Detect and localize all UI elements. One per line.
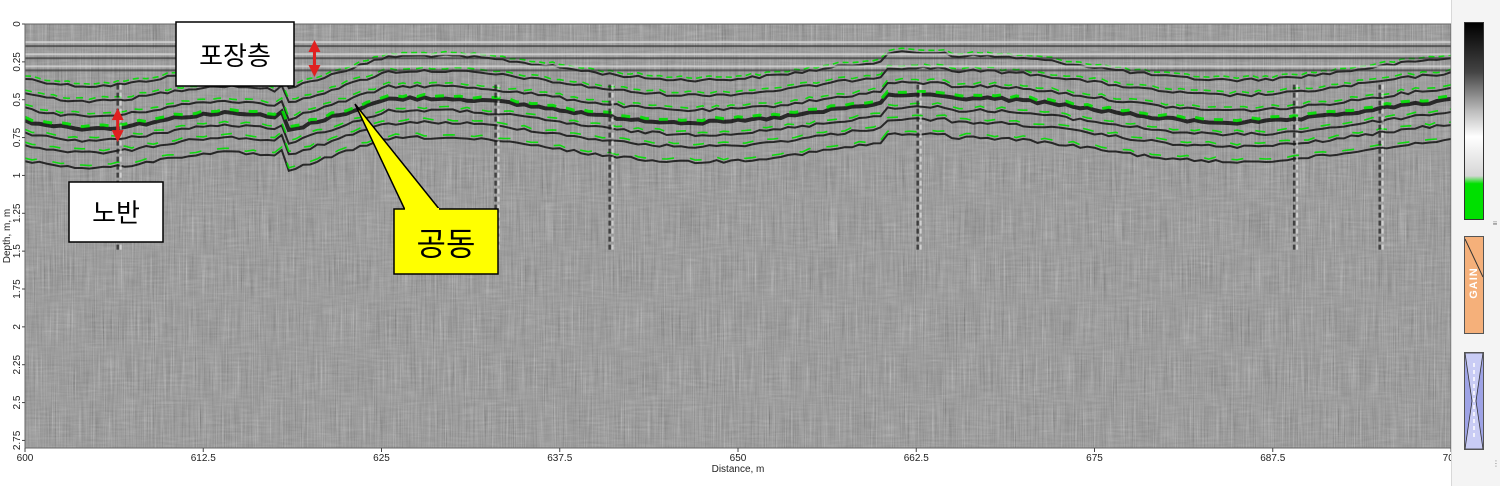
annotation-pavement: 포장층 [175,21,295,87]
filter-control[interactable] [1464,352,1484,450]
annotation-pavement-label: 포장층 [199,42,271,72]
thickness-arrow-head-up [308,40,321,52]
gain-label: GAIN [1468,267,1480,299]
scroll-grip-bottom-icon[interactable]: ⋮ [1492,459,1500,468]
reflector-positive [25,62,1451,101]
y-axis: 0 0.25 0.5 0.75 1 1.25 1.5 1.75 2 2.25 2.5 2.75 [12,21,25,450]
gain-curve [1465,238,1483,278]
filter-shape [1465,353,1483,449]
annotation-cavity: 공동 [354,103,499,275]
y-axis-title: Depth, m, m [2,209,13,263]
y-tick-label: 1.25 [12,203,23,223]
y-tick-label: 1.5 [12,244,23,258]
y-tick-label: 2.75 [12,430,23,450]
reflector-negative [25,80,1451,122]
plot-area[interactable] [25,24,1451,448]
annotation-cavity-box [393,208,499,275]
x-tick-label: 637.5 [547,453,572,464]
annotation-cavity-joint [405,208,439,211]
x-tick-label: 662.5 [904,453,929,464]
reflector-negative [25,104,1451,145]
y-tick-label: 1 [12,172,23,178]
thickness-arrows [111,40,321,143]
y-tick-label: 2.5 [12,395,23,409]
y-tick-label: 2.25 [12,355,23,375]
reflector-positive [25,102,1451,142]
y-tick-label: 0.75 [12,127,23,147]
x-tick-label: 675 [1086,453,1103,464]
annotation-subbase: 노반 [68,181,164,243]
x-tick-label: 612.5 [191,453,216,464]
reflector-positive [25,114,1451,153]
annotation-pavement-box [175,21,295,87]
y-tick-label: 1.75 [12,279,23,299]
radargram-chart: 600 612.5 625 637.5 650 662.5 675 687.5 700 0 0.2… [2,21,1452,475]
thickness-arrow-head-down [111,130,124,143]
x-tick-label: 700 [1443,453,1452,464]
reflector-negative [25,92,1451,133]
annotation-subbase-label: 노반 [92,199,140,229]
x-tick-label: 625 [373,453,390,464]
reflector-positive [25,77,1451,118]
y-tick-label: 0 [12,21,23,27]
color-scale-bar[interactable] [1464,22,1484,220]
reflector-negative [25,117,1451,156]
thickness-arrow-head-up [111,108,124,121]
x-tick-label: 650 [730,453,747,464]
y-tick-label: 0.5 [12,92,23,106]
thickness-arrow-head-down [308,65,321,77]
x-tick-label: 600 [17,453,34,464]
reflector-negative [25,65,1451,104]
annotation-cavity-label: 공동 [417,225,476,263]
x-axis-title: Distance, m [712,464,765,475]
reflector-positive [25,89,1451,129]
gain-control[interactable]: GAIN [1464,236,1484,334]
scroll-grip-icon[interactable]: ≡ [1492,219,1498,228]
reflector-positive [25,129,1451,169]
y-tick-label: 2 [12,324,23,330]
reflector-negative [25,132,1451,173]
y-tick-label: 0.25 [12,52,23,72]
x-tick-label: 687.5 [1260,453,1285,464]
x-axis: 600 612.5 625 637.5 650 662.5 675 687.5 700 [17,448,1452,464]
side-panel: GAIN ≡ ⋮ [1451,0,1500,486]
annotation-subbase-box [68,181,164,243]
